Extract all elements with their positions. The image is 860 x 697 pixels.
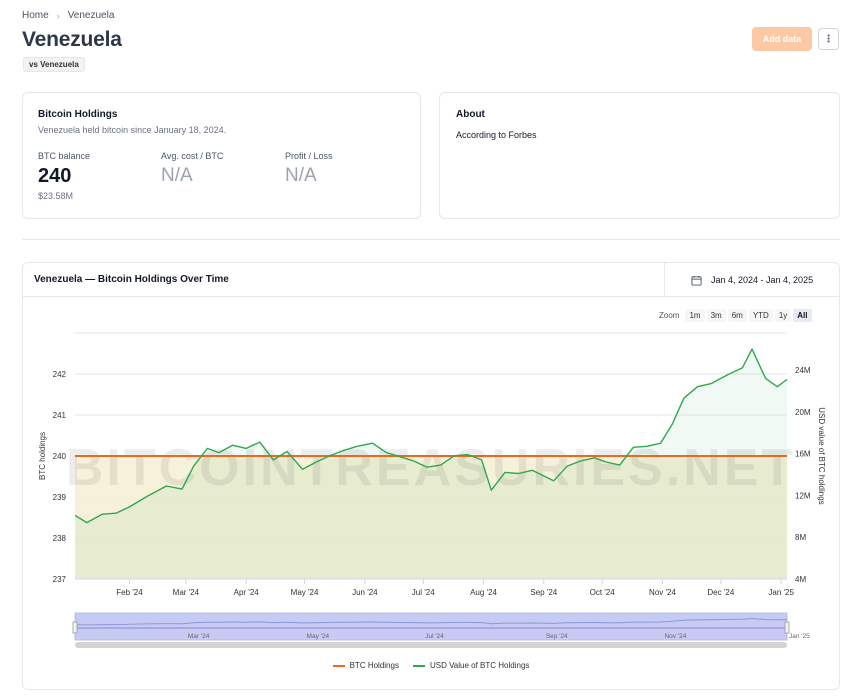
usd-value-area [75,349,787,579]
zoom-controls: Zoom 1m 3m 6m YTD 1y All [659,309,812,322]
navigator-tick-label: Nov '24 [664,633,686,640]
chart-title: Venezuela — Bitcoin Holdings Over Time [34,274,229,285]
legend-label-btc: BTC Holdings [349,661,399,670]
navigator-left-handle [72,621,78,634]
legend-swatch-btc [332,664,345,667]
date-range-picker[interactable]: Jan 4, 2024 - Jan 4, 2025 [664,263,840,297]
y-right-tick-label: 24M [795,366,811,375]
more-vertical-icon: ⋮ [823,33,834,45]
navigator-tick-label: Sep '24 [546,633,568,640]
y-right-tick-label: 16M [795,450,811,459]
zoom-1y-button[interactable]: 1y [774,309,792,322]
y-right-tick-label: 20M [795,408,811,417]
x-tick-label: Aug '24 [470,588,497,597]
zoom-ytd-button[interactable]: YTD [748,309,773,322]
page-title: Venezuela [22,28,122,51]
about-title: About [456,109,485,120]
x-tick-label: Oct '24 [590,588,616,597]
navigator-tick-label: Jul '24 [425,633,444,640]
usd-value: $23.58M [38,191,74,201]
y-left-tick-label: 240 [53,452,67,461]
zoom-label: Zoom [659,311,680,320]
navigator-right-handle [784,621,790,634]
avg-cost-label: Avg. cost / BTC [161,151,224,161]
navigator-tick-label: Mar '24 [188,633,210,640]
holdings-card-title: Bitcoin Holdings [38,109,118,120]
holdings-subtitle: Venezuela held bitcoin since January 18,… [38,125,227,135]
breadcrumb-current: Venezuela [67,10,115,21]
profit-loss-label: Profit / Loss [285,151,333,161]
x-tick-label: Jul '24 [412,588,435,597]
navigator-scrollbar [75,642,787,648]
about-card: About According to Forbes [439,92,840,219]
x-tick-label: Dec '24 [707,588,734,597]
add-data-button[interactable]: Add data [752,27,812,51]
entity-type-chip[interactable]: vs Venezuela [23,57,85,72]
legend-label-usd: USD Value of BTC Holdings [429,661,530,670]
usd-value-line [74,348,788,524]
btc-balance-value: 240 [38,165,72,187]
y-left-tick-label: 239 [53,493,67,502]
zoom-3m-button[interactable]: 3m [706,309,726,322]
x-tick-label: Mar '24 [173,588,200,597]
y-left-tick-label: 241 [53,411,67,420]
x-tick-label: Feb '24 [116,588,143,597]
y-left-tick-label: 242 [53,370,67,379]
watermark-text: BITCOINTREASURIES.NET [66,439,796,497]
x-tick-label: Sep '24 [530,588,557,597]
holdings-chart: 237 238 239 240 241 242 4M 8M 12M 16M 20M 24M BTC ho… [38,332,826,648]
x-tick-label: Jun '24 [352,588,378,597]
date-range-text: Jan 4, 2024 - Jan 4, 2025 [711,275,814,285]
y-left-tick-label: 237 [53,575,67,584]
bitcoin-holdings-card: Bitcoin Holdings Venezuela held bitcoin … [22,92,421,219]
y-right-axis-title: USD value of BTC holdings [817,407,826,504]
breadcrumb: Home › Venezuela [22,10,114,21]
chart-header: Venezuela — Bitcoin Holdings Over Time J… [23,263,839,297]
navigator-tick-label: Jan '25 [789,633,810,640]
x-tick-label: May '24 [291,588,319,597]
chart-legend: BTC Holdings USD Value of BTC Holdings [23,661,839,670]
zoom-1m-button[interactable]: 1m [685,309,705,322]
zoom-6m-button[interactable]: 6m [727,309,747,322]
calendar-icon [691,275,702,286]
y-right-tick-label: 4M [795,575,806,584]
y-left-axis-title: BTC holdings [38,432,47,480]
btc-holdings-area [75,456,787,579]
avg-cost-value: N/A [161,165,193,186]
y-right-tick-label: 12M [795,491,811,500]
breadcrumb-home-link[interactable]: Home [22,10,49,21]
y-left-tick-label: 238 [53,534,67,543]
legend-item-usd-value[interactable]: USD Value of BTC Holdings [412,661,530,670]
about-text: According to Forbes [456,130,537,140]
zoom-all-button[interactable]: All [793,309,812,322]
profit-loss-value: N/A [285,165,317,186]
more-options-button[interactable]: ⋮ [818,28,839,50]
holdings-chart-card: Venezuela — Bitcoin Holdings Over Time J… [22,262,840,690]
chevron-right-icon: › [56,10,60,21]
legend-swatch-usd [412,664,425,667]
navigator-tick-label: May '24 [307,633,330,640]
x-tick-label: Jan '25 [768,588,794,597]
x-tick-label: Apr '24 [234,588,260,597]
x-tick-label: Nov '24 [649,588,676,597]
navigator-series-line [74,617,788,626]
navigator-window [74,612,788,641]
section-divider [22,239,840,240]
legend-item-btc-holdings[interactable]: BTC Holdings [332,661,399,670]
btc-balance-label: BTC balance [38,151,91,161]
y-right-tick-label: 8M [795,533,806,542]
